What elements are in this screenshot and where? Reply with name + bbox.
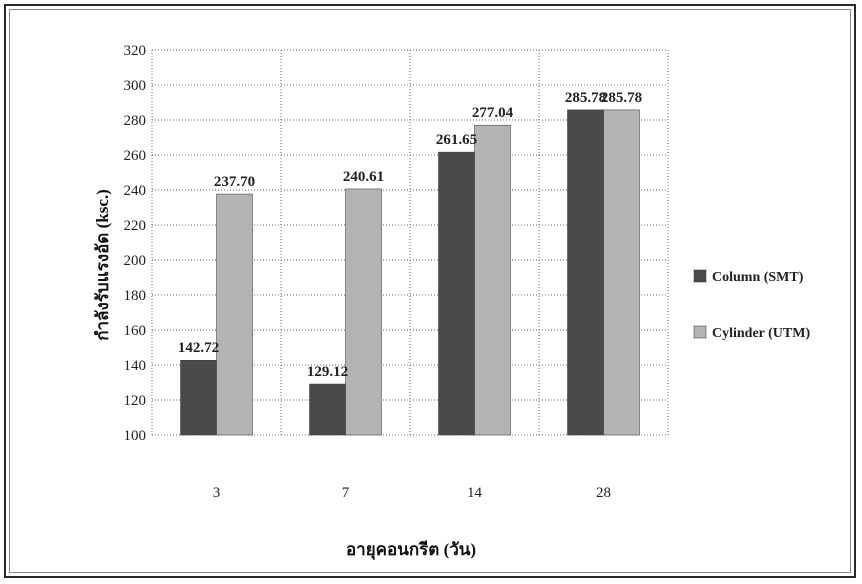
data-label: 285.78 [565,90,606,106]
data-label: 142.72 [178,340,219,356]
data-labels: 142.72 237.70 129.12 240.61 261.65 277.04 285.… [178,90,642,380]
x-tick-labels: 3 7 14 28 [213,485,611,501]
y-tick-label: 280 [124,113,147,129]
data-label: 261.65 [436,132,477,148]
x-axis-label: อายุคอนกรีต (วัน) [346,539,476,560]
figure-frame [4,4,856,578]
x-tick-label: 7 [342,485,350,501]
y-tick-label: 160 [124,323,147,339]
legend: Column (SMT) Cylinder (UTM) [693,269,810,341]
y-tick-label: 100 [124,428,147,444]
x-tick-label: 28 [596,485,611,501]
y-tick-label: 260 [124,148,147,164]
y-axis-label: กำลังรับแรงอัด (ksc.) [93,189,112,341]
bar-cylinder [345,188,382,436]
bar-column [567,109,604,436]
bar-cylinder [474,124,511,436]
y-tick-label: 140 [124,358,147,374]
data-label: 240.61 [343,169,384,185]
y-tick-labels: 100 120 140 160 180 200 220 240 260 280 300 320 [124,43,147,444]
bar-cylinder [216,193,253,436]
bar-cylinder [603,109,640,436]
data-label: 285.78 [601,90,642,106]
data-label: 277.04 [472,105,514,121]
bar-column [309,383,346,436]
figure-inner-border [9,9,851,573]
y-tick-label: 300 [124,78,147,94]
x-tick-label: 14 [467,485,483,501]
x-tick-label: 3 [213,485,221,501]
y-tick-label: 200 [124,253,147,269]
bar-column [180,359,217,436]
y-tick-label: 240 [124,183,147,199]
bars [180,109,640,436]
legend-label: Cylinder (UTM) [712,326,810,341]
data-label: 129.12 [307,364,348,380]
data-label: 237.70 [214,174,255,190]
y-tick-label: 220 [124,218,147,234]
legend-swatch [693,325,707,339]
y-tick-label: 120 [124,393,147,409]
bar-column [438,151,475,436]
y-tick-label: 180 [124,288,147,304]
legend-swatch [693,269,707,283]
y-tick-label: 320 [124,43,147,59]
legend-label: Column (SMT) [712,270,804,285]
